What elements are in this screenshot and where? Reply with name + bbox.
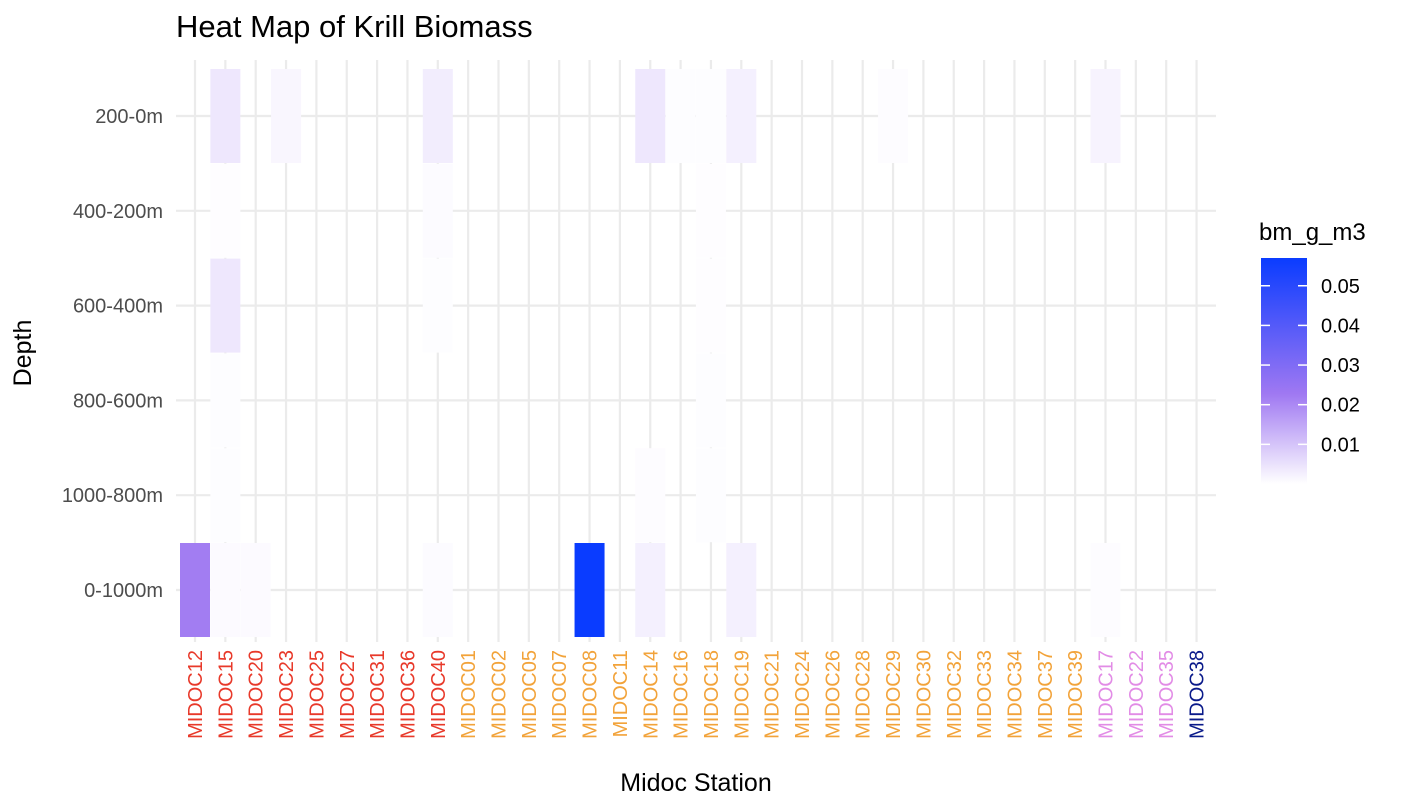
x-tick-label: MIDOC40	[428, 650, 450, 739]
y-tick-label: 600-400m	[73, 296, 163, 318]
x-tick-label: MIDOC17	[1096, 650, 1118, 739]
legend-colorbar	[1261, 258, 1307, 484]
heatmap-cell	[210, 258, 241, 353]
x-tick-label: MIDOC14	[640, 650, 662, 739]
x-tick-label: MIDOC35	[1156, 650, 1178, 739]
y-tick-label: 400-200m	[73, 201, 163, 223]
heatmap-cell	[422, 69, 453, 163]
x-tick-label: MIDOC11	[610, 650, 632, 737]
x-tick-label: MIDOC21	[762, 650, 784, 739]
heatmap-cell	[635, 543, 666, 637]
color-legend: bm_g_m3 0.01 0.02 0.03 0.04 0.05	[1259, 219, 1366, 484]
chart-title: Heat Map of Krill Biomass	[176, 9, 533, 44]
x-tick-label: MIDOC39	[1065, 650, 1087, 739]
y-axis-ticks: 200-0m 400-200m 600-400m 800-600m 1000-800m 0…	[62, 106, 163, 602]
y-tick-label: 0-1000m	[84, 580, 163, 602]
x-tick-label: MIDOC07	[549, 650, 571, 739]
x-tick-label: MIDOC24	[792, 650, 814, 739]
x-axis-ticks: MIDOC12 MIDOC15 MIDOC20 MIDOC23 MIDOC25 MIDOC…	[185, 650, 1209, 739]
x-tick-label: MIDOC37	[1035, 650, 1057, 739]
heatmap-cell	[695, 258, 726, 353]
legend-tick-label: 0.05	[1321, 276, 1360, 298]
x-tick-label: MIDOC15	[215, 650, 237, 739]
x-tick-label: MIDOC33	[974, 650, 996, 739]
x-tick-label: MIDOC02	[489, 650, 511, 739]
heatmap-cell	[695, 69, 726, 163]
y-tick-label: 800-600m	[73, 390, 163, 412]
heatmap-cell	[210, 353, 241, 448]
x-tick-label: MIDOC31	[367, 650, 389, 739]
x-tick-label: MIDOC12	[185, 650, 207, 739]
heatmap-cell	[695, 163, 726, 258]
x-tick-label: MIDOC05	[519, 650, 541, 739]
x-tick-label: MIDOC34	[1004, 650, 1026, 739]
x-tick-label: MIDOC38	[1187, 650, 1209, 739]
legend-tick-label: 0.03	[1321, 355, 1360, 377]
heatmap-cell	[878, 69, 909, 163]
heatmap-cell	[422, 258, 453, 353]
x-tick-label: MIDOC22	[1126, 650, 1148, 739]
x-tick-label: MIDOC32	[944, 650, 966, 739]
heatmap-cell	[635, 69, 666, 163]
y-tick-label: 200-0m	[95, 106, 163, 128]
x-tick-label: MIDOC18	[701, 650, 723, 739]
heatmap-cell	[271, 69, 302, 163]
x-tick-label: MIDOC19	[731, 650, 753, 739]
x-tick-label: MIDOC27	[337, 650, 359, 739]
heatmap-cell	[1090, 543, 1121, 637]
x-tick-label: MIDOC26	[822, 650, 844, 739]
heatmap-cell	[422, 543, 453, 637]
heatmap-cell	[695, 353, 726, 448]
heatmap-cell	[1090, 69, 1121, 163]
heatmap-cell	[422, 163, 453, 258]
x-tick-label: MIDOC28	[853, 650, 875, 739]
x-tick-label: MIDOC01	[458, 650, 480, 739]
heatmap-cell	[210, 448, 241, 543]
heatmap-cell	[210, 163, 241, 258]
heatmap-cell	[726, 69, 757, 163]
y-axis-title: Depth	[9, 320, 37, 387]
heatmap-cell	[180, 543, 210, 637]
y-tick-label: 1000-800m	[62, 485, 163, 507]
x-tick-label: MIDOC30	[913, 650, 935, 739]
legend-title: bm_g_m3	[1259, 219, 1366, 246]
x-tick-label: MIDOC23	[276, 650, 298, 739]
heatmap-cell	[210, 543, 241, 637]
x-tick-label: MIDOC29	[883, 650, 905, 739]
heatmap-cell	[210, 69, 241, 163]
heatmap-cell	[726, 543, 757, 637]
x-tick-label: MIDOC36	[397, 650, 419, 739]
heatmap-cell	[240, 543, 271, 637]
legend-tick-label: 0.02	[1321, 395, 1360, 417]
x-tick-label: MIDOC20	[246, 650, 268, 739]
heatmap-cell	[635, 448, 666, 543]
x-tick-label: MIDOC08	[580, 650, 602, 739]
heatmap-cell	[695, 448, 726, 543]
x-tick-label: MIDOC16	[671, 650, 693, 739]
x-axis-title: Midoc Station	[620, 769, 771, 794]
legend-tick-label: 0.04	[1321, 315, 1360, 337]
cell-layer	[180, 69, 1121, 637]
legend-tick-label: 0.01	[1321, 434, 1360, 456]
x-tick-label: MIDOC25	[306, 650, 328, 739]
heatmap-cell	[665, 69, 696, 163]
heatmap-cell	[574, 543, 605, 637]
